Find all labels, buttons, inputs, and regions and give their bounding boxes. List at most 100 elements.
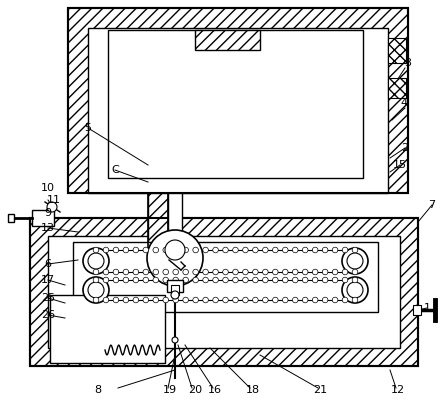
Circle shape [133,269,139,275]
Circle shape [332,269,338,275]
Text: 11: 11 [47,195,61,205]
Text: 6: 6 [44,259,52,269]
Text: C: C [111,165,119,175]
Text: 1: 1 [424,303,431,313]
Circle shape [183,277,188,283]
Circle shape [93,297,99,303]
Circle shape [113,297,119,303]
Text: 18: 18 [246,385,260,395]
Circle shape [332,297,338,303]
Circle shape [213,277,218,283]
Circle shape [223,247,228,253]
Circle shape [253,297,258,303]
Bar [148,193,168,248]
Text: 9: 9 [44,208,52,218]
Bar [88,28,388,193]
Circle shape [273,297,278,303]
Circle shape [193,269,198,275]
Text: 16: 16 [208,385,222,395]
Circle shape [123,247,129,253]
Text: 26: 26 [41,310,55,320]
Text: 3: 3 [404,58,412,68]
Circle shape [163,277,169,283]
Circle shape [173,297,178,303]
Circle shape [302,247,308,253]
Circle shape [242,277,248,283]
Bar [32,210,54,226]
Circle shape [203,297,208,303]
Circle shape [242,297,248,303]
Circle shape [147,230,203,286]
Circle shape [123,277,129,283]
Bar [167,280,183,292]
Text: 17: 17 [41,275,55,285]
Circle shape [163,269,169,275]
Circle shape [262,247,268,253]
Circle shape [352,277,358,283]
Text: 10: 10 [41,183,55,193]
Circle shape [262,297,268,303]
Circle shape [103,269,109,275]
Circle shape [223,269,228,275]
Circle shape [203,269,208,275]
Bar [30,218,418,366]
Text: 2: 2 [401,143,408,153]
Text: 21: 21 [313,385,327,395]
Circle shape [163,247,169,253]
Circle shape [113,269,119,275]
Text: 25: 25 [41,293,55,303]
Circle shape [253,247,258,253]
Circle shape [262,277,268,283]
Circle shape [233,269,238,275]
Text: 7: 7 [428,200,436,210]
Bar [413,305,421,315]
Circle shape [242,269,248,275]
Bar [73,242,378,312]
Circle shape [213,297,218,303]
Circle shape [193,297,198,303]
Circle shape [282,277,288,283]
Bar [388,38,406,63]
Circle shape [253,277,258,283]
Circle shape [253,269,258,275]
Circle shape [88,282,104,298]
Circle shape [183,247,188,253]
Circle shape [293,297,298,303]
Bar [171,285,179,295]
Circle shape [143,297,149,303]
Circle shape [113,247,119,253]
Circle shape [273,277,278,283]
Text: 20: 20 [188,385,202,395]
Circle shape [165,240,185,260]
Circle shape [352,297,358,303]
Circle shape [171,291,179,299]
Text: 12: 12 [391,385,405,395]
Circle shape [342,247,348,253]
Circle shape [332,247,338,253]
Bar [195,30,260,50]
Text: 5: 5 [84,123,91,133]
Circle shape [153,297,159,303]
Circle shape [302,277,308,283]
Circle shape [293,269,298,275]
Circle shape [153,277,159,283]
Circle shape [223,297,228,303]
Circle shape [312,297,318,303]
Circle shape [93,269,99,275]
Circle shape [322,247,328,253]
Circle shape [163,297,169,303]
Bar [388,78,406,98]
Circle shape [173,247,178,253]
Circle shape [352,269,358,275]
Circle shape [172,337,178,343]
Bar [68,8,408,193]
Circle shape [113,277,119,283]
Circle shape [143,247,149,253]
Text: 15: 15 [393,160,407,170]
Circle shape [302,297,308,303]
Circle shape [342,277,348,283]
Text: 13: 13 [41,223,55,233]
Circle shape [223,277,228,283]
Text: 19: 19 [163,385,177,395]
Bar [108,30,363,178]
